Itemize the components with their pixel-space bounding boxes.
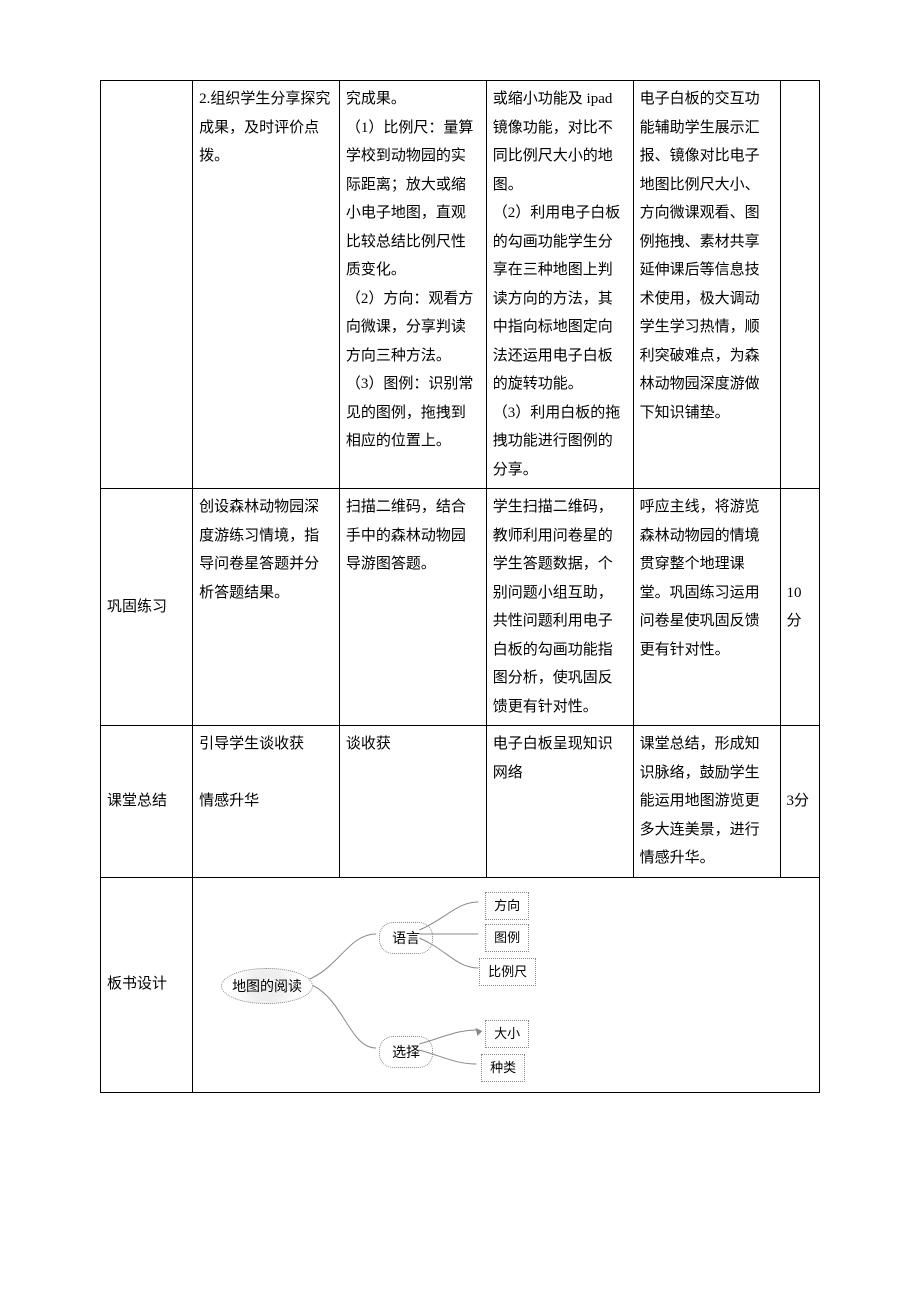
cell-stage: 板书设计 [101, 877, 193, 1092]
cell-teacher-activity: 2.组织学生分享探究成果，及时评价点拨。 [193, 81, 340, 489]
cell-student-activity: 究成果。（1）比例尺：量算学校到动物园的实际距离；放大或缩小电子地图，直观比较总… [339, 81, 486, 489]
diagram-mid-node: 选择 [379, 1036, 433, 1069]
diagram-leaf-node: 比例尺 [479, 958, 536, 987]
cell-tech-use: 电子白板呈现知识网络 [486, 726, 633, 878]
cell-stage [101, 81, 193, 489]
diagram-leaf-node: 大小 [485, 1020, 529, 1049]
diagram-leaf-node: 方向 [485, 892, 529, 921]
table-row: 2.组织学生分享探究成果，及时评价点拨。 究成果。（1）比例尺：量算学校到动物园… [101, 81, 820, 489]
table-row: 巩固练习 创设森林动物园深度游练习情境，指导问卷星答题并分析答题结果。 扫描二维… [101, 489, 820, 726]
diagram-leaf-node: 图例 [485, 924, 529, 953]
cell-teacher-activity: 引导学生谈收获情感升华 [193, 726, 340, 878]
cell-stage: 课堂总结 [101, 726, 193, 878]
cell-time: 3分 [780, 726, 820, 878]
diagram-mid-node: 语言 [379, 922, 433, 955]
table-row: 板书设计 地图的阅读 语言 选择 方向 图例 比例尺 [101, 877, 820, 1092]
cell-tech-use: 或缩小功能及 ipad镜像功能，对比不同比例尺大小的地图。（2）利用电子白板的勾… [486, 81, 633, 489]
cell-student-activity: 谈收获 [339, 726, 486, 878]
cell-tech-use: 学生扫描二维码，教师利用问卷星的学生答题数据，个别问题小组互助，共性问题利用电子… [486, 489, 633, 726]
cell-design-intent: 电子白板的交互功能辅助学生展示汇报、镜像对比电子地图比例尺大小、方向微课观看、图… [633, 81, 780, 489]
lesson-plan-table: 2.组织学生分享探究成果，及时评价点拨。 究成果。（1）比例尺：量算学校到动物园… [100, 80, 820, 1093]
diagram-leaf-node: 种类 [481, 1054, 525, 1083]
cell-teacher-activity: 创设森林动物园深度游练习情境，指导问卷星答题并分析答题结果。 [193, 489, 340, 726]
table-row: 课堂总结 引导学生谈收获情感升华 谈收获 电子白板呈现知识网络 课堂总结，形成知… [101, 726, 820, 878]
cell-time: 10分 [780, 489, 820, 726]
board-design-diagram: 地图的阅读 语言 选择 方向 图例 比例尺 大小 种类 [201, 888, 811, 1078]
cell-student-activity: 扫描二维码，结合手中的森林动物园导游图答题。 [339, 489, 486, 726]
diagram-root-node: 地图的阅读 [221, 968, 313, 1005]
board-design-cell: 地图的阅读 语言 选择 方向 图例 比例尺 大小 种类 [193, 877, 820, 1092]
cell-time [780, 81, 820, 489]
cell-design-intent: 呼应主线，将游览森林动物园的情境贯穿整个地理课堂。巩固练习运用问卷星使巩固反馈更… [633, 489, 780, 726]
cell-stage: 巩固练习 [101, 489, 193, 726]
cell-design-intent: 课堂总结，形成知识脉络，鼓励学生能运用地图游览更多大连美景，进行情感升华。 [633, 726, 780, 878]
